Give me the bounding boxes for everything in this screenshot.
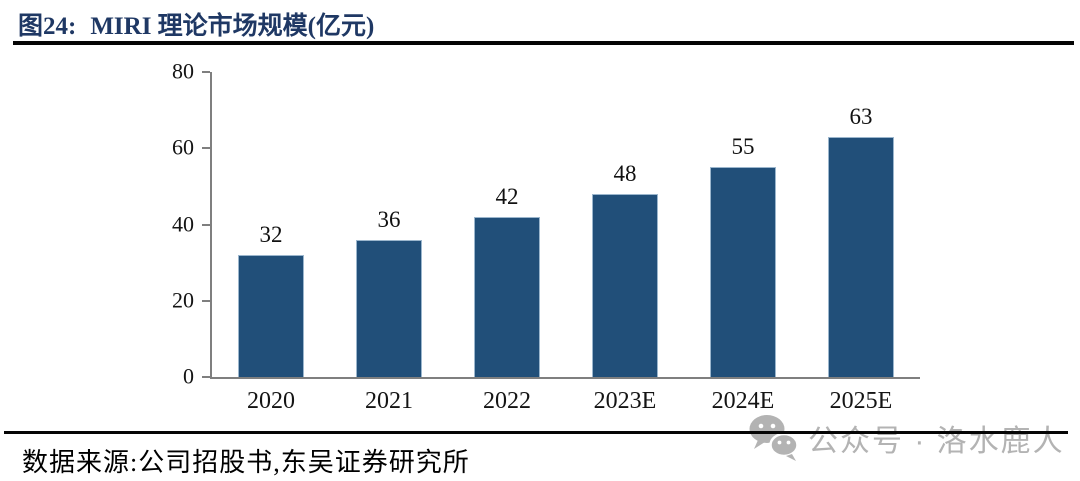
bar-value-label-2025E: 63 xyxy=(849,103,873,129)
bar-chart-plot-area: 0 20 40 60 80 32 2020 36 2021 42 2022 48 2023E 55 2024… xyxy=(172,58,920,414)
y-axis-tick-label: 0 xyxy=(183,363,194,389)
x-axis-tick-label-2023E: 2023E xyxy=(593,388,657,414)
title-divider xyxy=(13,41,1074,45)
figure-title: 图24: MIRI 理论市场规模(亿元) xyxy=(18,6,374,42)
y-axis-tick xyxy=(202,299,210,302)
bar-value-label-2020: 32 xyxy=(259,222,283,247)
bar-2023E xyxy=(592,194,658,377)
watermark: 公众号 · 洛水鹿人 xyxy=(748,414,1065,462)
x-axis-tick-label-2025E: 2025E xyxy=(829,388,893,414)
figure-title-text: MIRI 理论市场规模(亿元) xyxy=(90,13,375,40)
source-note: 数据来源:公司招股书,东吴证券研究所 xyxy=(22,448,470,477)
x-axis-tick-label-2022: 2022 xyxy=(483,388,531,414)
y-axis-tick xyxy=(202,147,210,150)
bar-2022 xyxy=(474,216,540,377)
x-axis-tick-label-2024E: 2024E xyxy=(711,388,775,414)
y-axis-tick xyxy=(202,71,210,73)
bar-2025E xyxy=(828,136,894,377)
y-axis-tick xyxy=(202,223,210,226)
y-axis-tick-label: 40 xyxy=(172,210,194,236)
footer-divider xyxy=(4,431,1068,434)
bar-value-label-2021: 36 xyxy=(377,206,401,232)
bar-2021 xyxy=(356,239,422,377)
y-axis-tick-label: 80 xyxy=(172,58,194,84)
y-axis-tick-label: 20 xyxy=(172,287,194,313)
bar-2024E xyxy=(710,167,776,377)
bar-2020 xyxy=(238,255,304,377)
x-axis-tick-label-2021: 2021 xyxy=(365,388,413,414)
y-axis-tick xyxy=(202,376,210,378)
watermark-text: 公众号 · 洛水鹿人 xyxy=(808,425,1065,458)
x-axis-tick-label-2020: 2020 xyxy=(247,388,295,414)
y-axis-tick-label: 60 xyxy=(172,134,194,160)
bar-value-label-2022: 42 xyxy=(495,183,519,209)
wechat-icon xyxy=(749,415,799,461)
figure-label: 图24: xyxy=(18,13,77,40)
bar-value-label-2024E: 55 xyxy=(731,134,755,160)
bar-value-label-2023E: 48 xyxy=(613,161,637,186)
